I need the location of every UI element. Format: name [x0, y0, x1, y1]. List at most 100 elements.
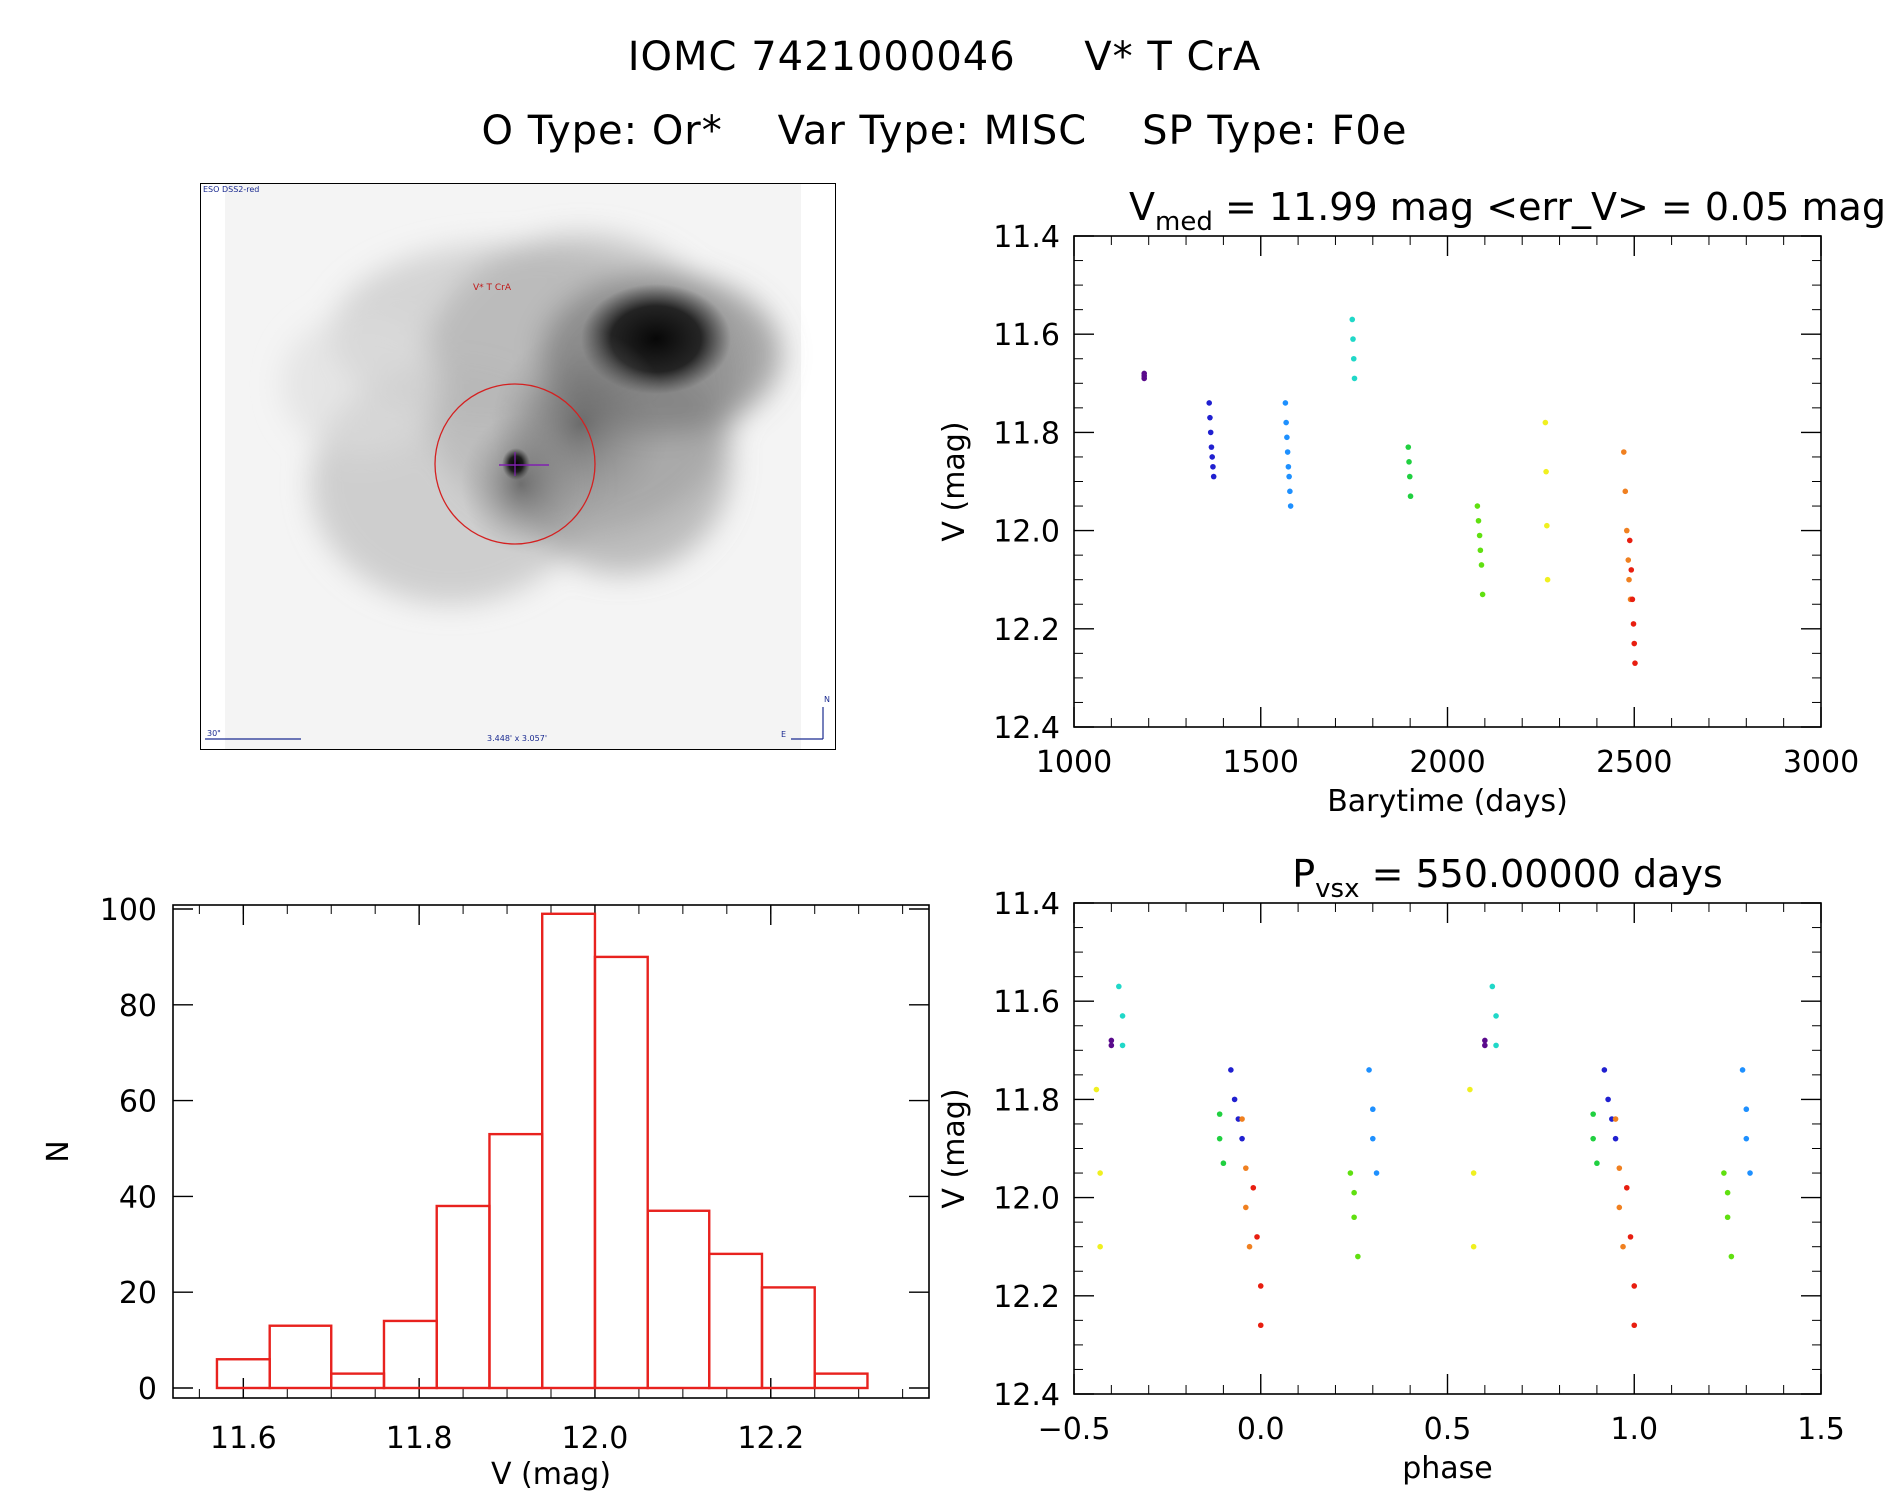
lightcurve-xtick-label: 2000: [1409, 745, 1485, 780]
phased-point: [1097, 1243, 1103, 1250]
lightcurve-ytick-label: 12.2: [993, 613, 1060, 648]
lightcurve-ytick-label: 12.0: [993, 515, 1060, 550]
phased-point: [1728, 1253, 1735, 1260]
histogram-bar: [435, 1204, 491, 1390]
phased-point: [1243, 1165, 1249, 1171]
phased-point: [1239, 1135, 1245, 1142]
phased-xtick-label: 1.0: [1610, 1412, 1658, 1447]
phased-point: [1470, 1243, 1477, 1250]
phased-point: [1370, 1106, 1376, 1113]
phased-point: [1097, 1170, 1103, 1176]
phased-point: [1093, 1086, 1100, 1093]
phased-point: [1605, 1096, 1611, 1103]
histogram-xtick-label: 12.2: [737, 1421, 804, 1456]
lightcurve-xlabel: Barytime (days): [1327, 784, 1568, 819]
phased-point: [1108, 1042, 1115, 1049]
phased-xtick-label: −0.5: [1038, 1412, 1111, 1447]
lightcurve-frame: [1073, 235, 1822, 728]
aperture-circle: [434, 383, 596, 545]
phased-point: [1257, 1283, 1264, 1289]
variability-type: Var Type: MISC: [777, 108, 1088, 154]
phased-point: [1216, 1135, 1223, 1142]
phased-point: [1631, 1283, 1638, 1289]
phased-point: [1721, 1170, 1727, 1176]
phased-point: [1743, 1106, 1750, 1113]
phased-point: [1724, 1189, 1731, 1196]
phased-point: [1631, 1322, 1638, 1329]
lightcurve-point: [1543, 468, 1549, 475]
lightcurve-point: [1625, 557, 1632, 563]
phased-point: [1470, 1170, 1477, 1176]
lightcurve-point: [1285, 463, 1292, 470]
phased-point: [1743, 1135, 1750, 1142]
histogram-ytick-label: 0: [138, 1372, 157, 1407]
lightcurve-point: [1209, 454, 1215, 460]
lightcurve-point: [1286, 473, 1292, 480]
phased-xtick-label: 0.0: [1237, 1412, 1285, 1447]
lightcurve-point: [1405, 444, 1412, 450]
spectral-type: SP Type: F0e: [1142, 108, 1408, 154]
phased-point: [1108, 1037, 1115, 1044]
lightcurve-point: [1623, 527, 1630, 534]
histogram-bar: [760, 1286, 816, 1390]
phased-point: [1231, 1096, 1238, 1103]
lightcurve-point: [1631, 640, 1638, 647]
lightcurve-point: [1284, 434, 1290, 441]
histogram-xlabel: V (mag): [491, 1457, 611, 1492]
phased-point: [1489, 983, 1496, 990]
phased-point: [1616, 1204, 1623, 1211]
lightcurve-point: [1207, 429, 1214, 436]
sky-image: V* T CrA ESO DSS2-red 30" 3.448' x 3.057…: [201, 184, 835, 749]
phased-point: [1612, 1135, 1619, 1142]
histogram-ytick-label: 100: [100, 893, 157, 928]
lightcurve-point: [1283, 419, 1289, 426]
lightcurve-point: [1479, 591, 1486, 598]
page-subtitle: O Type: Or* Var Type: MISC SP Type: F0e: [0, 108, 1889, 154]
page-title: IOMC 7421000046 V* T CrA: [0, 34, 1889, 80]
lightcurve-point: [1207, 414, 1213, 421]
lightcurve-point: [1626, 537, 1633, 544]
survey-label: ESO DSS2-red: [203, 185, 259, 194]
svg-text:E: E: [781, 730, 786, 739]
histogram-xtick-label: 11.8: [386, 1421, 453, 1456]
phased-ytick-label: 11.8: [993, 1083, 1060, 1118]
lightcurve-xtick-label: 2500: [1596, 745, 1672, 780]
object-name: V* T CrA: [1084, 34, 1262, 80]
histogram-bar: [268, 1324, 333, 1390]
phased-point: [1616, 1165, 1623, 1171]
lightcurve-point: [1632, 660, 1638, 666]
phased-point: [1347, 1170, 1354, 1176]
phased-point: [1493, 1042, 1499, 1049]
phased-point: [1239, 1116, 1245, 1122]
sky-image-panel: V* T CrA ESO DSS2-red 30" 3.448' x 3.057…: [200, 183, 836, 750]
phased-point: [1739, 1067, 1746, 1073]
histogram-bar: [593, 955, 649, 1390]
phased-ytick-label: 12.0: [993, 1182, 1060, 1217]
lightcurve-point: [1406, 473, 1413, 480]
lightcurve-point: [1141, 375, 1148, 382]
lightcurve-ytick-label: 11.6: [993, 318, 1060, 353]
phased-title: Pvsx = 550.00000 days: [1292, 852, 1723, 904]
lightcurve-point: [1628, 567, 1635, 573]
phased-xtick-label: 1.5: [1797, 1412, 1845, 1447]
histogram-xtick-label: 11.6: [210, 1421, 277, 1456]
fov-label: 3.448' x 3.057': [487, 734, 547, 743]
lightcurve-point: [1544, 576, 1551, 583]
lightcurve-point: [1282, 400, 1289, 406]
lightcurve-point: [1544, 522, 1550, 529]
target-label: V* T CrA: [473, 283, 512, 293]
histogram-ylabel: N: [41, 1140, 76, 1162]
phased-point: [1351, 1214, 1357, 1221]
phased-point: [1370, 1135, 1376, 1142]
lightcurve-point: [1406, 459, 1412, 465]
histogram-xtick-label: 12.0: [562, 1421, 629, 1456]
histogram-bar: [382, 1319, 438, 1390]
histogram-ytick-label: 80: [119, 989, 157, 1024]
lightcurve-ytick-label: 11.4: [993, 220, 1060, 255]
phased-point: [1747, 1170, 1753, 1176]
lightcurve-point: [1350, 355, 1357, 362]
phased-point: [1216, 1111, 1223, 1117]
lightcurve-point: [1630, 621, 1637, 627]
histogram-bar: [488, 1132, 544, 1390]
